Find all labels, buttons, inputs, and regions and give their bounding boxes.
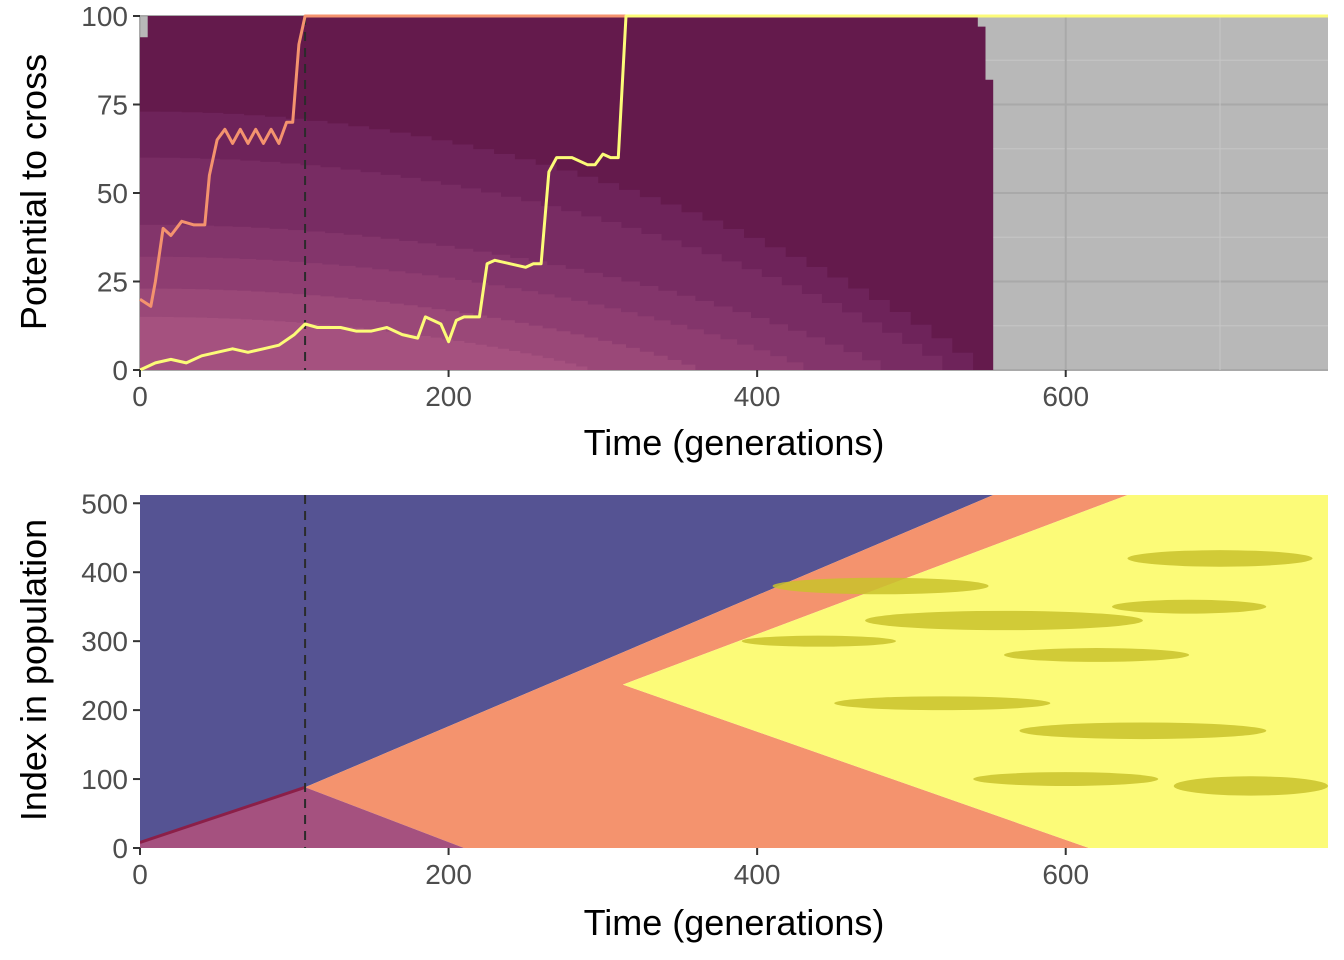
bottom-panel: 0 100 200 300 400 500 0 200 400 600 — [81, 488, 1328, 890]
top-y-tick-label: 0 — [112, 355, 128, 386]
top-y-tick-label: 25 — [97, 267, 128, 298]
heatmap-texture-patch — [772, 577, 989, 595]
bottom-x-axis-title: Time (generations) — [584, 902, 885, 943]
bottom-y-tick-label: 100 — [81, 764, 128, 795]
top-y-tick-label: 75 — [97, 90, 128, 121]
heatmap-texture-patch — [1112, 599, 1267, 614]
heatmap-texture-patch — [741, 635, 896, 647]
bottom-y-tick-label: 0 — [112, 833, 128, 864]
top-panel: 0 25 50 75 100 0 200 400 600 — [81, 1, 1328, 412]
heatmap-texture-patch — [1127, 550, 1313, 567]
bottom-y-axis-title: Index in population — [13, 519, 54, 821]
top-x-tick-label: 600 — [1042, 381, 1089, 412]
potential-line-1 — [139, 14, 1328, 308]
top-x-tick-label: 0 — [132, 381, 148, 412]
potential-line-2 — [139, 14, 1328, 372]
top-y-tick-label: 50 — [97, 178, 128, 209]
heatmap-boundary-line — [140, 785, 306, 844]
top-x-tick-label: 200 — [425, 381, 472, 412]
heatmap-yellow-region — [622, 495, 1328, 848]
heatmap-area — [140, 495, 1328, 848]
heatmap-texture-patch — [865, 610, 1143, 631]
heatmap-texture-patch — [834, 696, 1051, 711]
bottom-x-tick-label: 400 — [734, 859, 781, 890]
heatmap-texture-patch — [1173, 776, 1328, 796]
top-y-tick-label: 100 — [81, 1, 128, 32]
top-x-axis-title: Time (generations) — [584, 422, 885, 463]
heatmap-texture-patch — [1019, 722, 1267, 740]
heatmap-purple-region — [140, 787, 464, 848]
bottom-y-tick-label: 400 — [81, 557, 128, 588]
bottom-x-tick-label: 200 — [425, 859, 472, 890]
bottom-x-tick-label: 0 — [132, 859, 148, 890]
top-x-tick-label: 400 — [734, 381, 781, 412]
top-y-axis-title: Potential to cross — [13, 54, 54, 330]
potential-band-1 — [140, 316, 588, 370]
bottom-y-tick-label: 300 — [81, 626, 128, 657]
bottom-y-tick-label: 200 — [81, 695, 128, 726]
bottom-x-tick-label: 600 — [1042, 859, 1089, 890]
heatmap-texture-patch — [973, 772, 1159, 786]
bottom-y-tick-label: 500 — [81, 488, 128, 519]
heatmap-texture-patch — [1004, 648, 1190, 662]
heatmap-orange-region — [305, 495, 1128, 848]
